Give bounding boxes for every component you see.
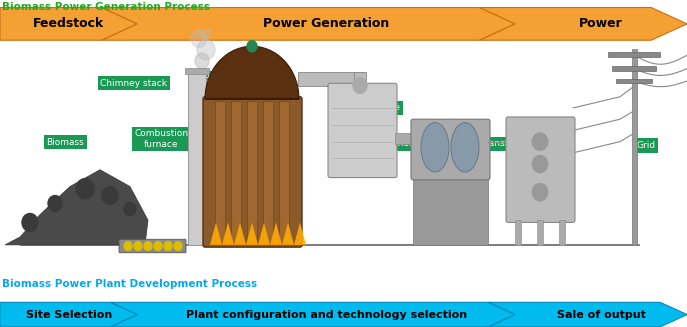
Circle shape bbox=[197, 40, 215, 60]
Circle shape bbox=[353, 78, 367, 94]
Circle shape bbox=[22, 214, 38, 232]
Polygon shape bbox=[222, 222, 234, 245]
FancyBboxPatch shape bbox=[119, 239, 186, 253]
Circle shape bbox=[532, 133, 548, 151]
Bar bbox=[612, 66, 656, 71]
Text: Chimney stack: Chimney stack bbox=[100, 79, 168, 88]
Text: Sale of output: Sale of output bbox=[556, 310, 646, 319]
Circle shape bbox=[134, 242, 142, 250]
Bar bbox=[185, 68, 209, 74]
Bar bbox=[279, 101, 289, 243]
Bar bbox=[354, 72, 366, 164]
Text: Combustion
furnace: Combustion furnace bbox=[135, 129, 188, 149]
Circle shape bbox=[191, 29, 207, 47]
Bar bbox=[559, 220, 565, 245]
Polygon shape bbox=[5, 170, 148, 245]
Text: Steam: Steam bbox=[264, 84, 293, 93]
Polygon shape bbox=[270, 222, 282, 245]
Text: Biomass Power Plant Development Process: Biomass Power Plant Development Process bbox=[2, 279, 257, 289]
Text: Steam turbine: Steam turbine bbox=[335, 103, 400, 112]
Bar bbox=[395, 133, 417, 144]
Polygon shape bbox=[488, 302, 687, 327]
Bar bbox=[515, 220, 521, 245]
Bar bbox=[608, 52, 660, 58]
Polygon shape bbox=[480, 8, 687, 40]
Polygon shape bbox=[205, 46, 299, 99]
Bar bbox=[632, 48, 637, 245]
Polygon shape bbox=[111, 302, 515, 327]
Circle shape bbox=[102, 186, 118, 204]
Circle shape bbox=[532, 155, 548, 173]
Text: Plant configuration and technology selection: Plant configuration and technology selec… bbox=[185, 310, 467, 319]
Text: Site Selection: Site Selection bbox=[25, 310, 112, 319]
Bar bbox=[537, 220, 543, 245]
Circle shape bbox=[164, 242, 172, 250]
Text: Biomass: Biomass bbox=[47, 138, 84, 147]
Circle shape bbox=[124, 242, 132, 250]
Polygon shape bbox=[294, 222, 306, 245]
Polygon shape bbox=[102, 8, 515, 40]
Bar bbox=[188, 71, 206, 245]
Bar bbox=[413, 175, 488, 245]
Text: Power: Power bbox=[579, 17, 623, 30]
Ellipse shape bbox=[421, 123, 449, 172]
Bar bbox=[616, 79, 652, 83]
FancyBboxPatch shape bbox=[203, 97, 302, 247]
Text: Feedstock: Feedstock bbox=[33, 17, 104, 30]
Polygon shape bbox=[0, 8, 137, 40]
Polygon shape bbox=[246, 222, 258, 245]
Polygon shape bbox=[258, 222, 270, 245]
FancyBboxPatch shape bbox=[411, 119, 490, 180]
Circle shape bbox=[199, 25, 211, 38]
Circle shape bbox=[144, 242, 152, 250]
Polygon shape bbox=[282, 222, 294, 245]
Circle shape bbox=[76, 179, 94, 199]
Circle shape bbox=[174, 242, 182, 250]
Circle shape bbox=[532, 183, 548, 201]
Text: Grid: Grid bbox=[636, 141, 655, 150]
Ellipse shape bbox=[451, 123, 479, 172]
Polygon shape bbox=[0, 302, 137, 327]
Bar bbox=[231, 101, 241, 243]
Circle shape bbox=[195, 53, 209, 69]
Bar bbox=[247, 101, 257, 243]
Circle shape bbox=[48, 196, 62, 211]
Bar bbox=[215, 101, 225, 243]
Text: Boiler: Boiler bbox=[203, 74, 229, 83]
Circle shape bbox=[154, 242, 162, 250]
FancyBboxPatch shape bbox=[328, 83, 397, 178]
Polygon shape bbox=[210, 222, 222, 245]
Circle shape bbox=[124, 202, 136, 216]
FancyBboxPatch shape bbox=[506, 117, 575, 222]
Circle shape bbox=[247, 41, 257, 52]
Text: Generator: Generator bbox=[385, 139, 432, 148]
Polygon shape bbox=[234, 222, 246, 245]
Bar bbox=[263, 101, 273, 243]
Text: Biomass Power Generation Process: Biomass Power Generation Process bbox=[2, 2, 210, 12]
Bar bbox=[298, 72, 363, 86]
Text: Transformer: Transformer bbox=[482, 139, 535, 148]
Text: Power Generation: Power Generation bbox=[263, 17, 390, 30]
